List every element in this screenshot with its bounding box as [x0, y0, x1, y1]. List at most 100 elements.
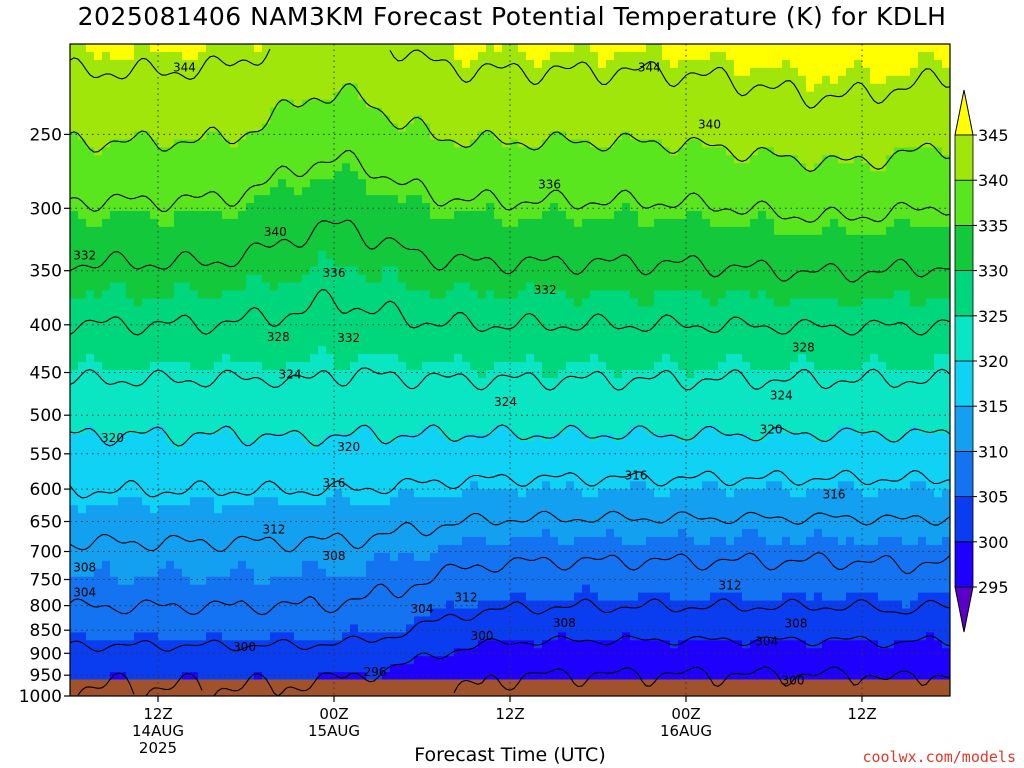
fill-cell	[198, 672, 255, 681]
fill-cell	[414, 115, 423, 125]
fill-cell	[158, 632, 207, 641]
fill-cell	[670, 147, 679, 156]
fill-cell	[606, 362, 655, 371]
contour-label-text: 324	[279, 367, 302, 381]
fill-cell	[110, 568, 159, 578]
fill-cell	[70, 354, 87, 363]
fill-cell	[454, 282, 471, 292]
fill-cell	[726, 290, 751, 300]
fill-cell	[934, 354, 950, 363]
fill-cell	[398, 195, 407, 204]
fill-cell	[582, 218, 639, 228]
contour-label: 324	[279, 367, 302, 381]
contour-label-text: 308	[323, 549, 346, 563]
fill-cell	[70, 672, 111, 681]
fill-cell	[478, 131, 495, 141]
fill-cell	[886, 155, 950, 164]
fill-cell	[134, 44, 151, 53]
fill-cell	[118, 576, 135, 586]
fill-cell	[526, 282, 535, 292]
fill-cell	[246, 274, 263, 284]
contour-line	[70, 552, 950, 616]
colorbar-label: 315	[978, 397, 1009, 416]
fill-cell	[598, 433, 615, 443]
y-tick-label: 350	[30, 262, 62, 282]
contour-line	[70, 510, 950, 553]
fill-cell	[774, 298, 791, 307]
y-tick-label: 1000	[19, 687, 62, 707]
fill-cell	[830, 218, 839, 228]
fill-cell	[222, 425, 231, 435]
contour-label-text: 332	[534, 283, 557, 297]
fill-cell	[166, 425, 223, 435]
fill-cell	[806, 354, 871, 363]
fill-cell	[406, 123, 431, 133]
fill-cell	[550, 481, 567, 490]
contour-label-text: 316	[823, 487, 846, 501]
fill-cell	[838, 298, 863, 307]
fill-cell	[566, 290, 591, 300]
fill-cell	[446, 433, 463, 443]
fill-cell	[318, 258, 335, 268]
fill-cell	[294, 99, 303, 109]
fill-cell	[670, 59, 679, 69]
contour-label-text: 344	[173, 61, 196, 75]
fill-cell	[198, 51, 455, 61]
x-tick-label: 12Z	[143, 705, 172, 723]
fill-cell	[486, 536, 511, 546]
fill-cell	[846, 67, 871, 77]
contour-label: 332	[337, 331, 360, 345]
fill-cell	[398, 123, 407, 133]
x-tick-label: 12Z	[495, 705, 524, 723]
fill-cell	[270, 115, 391, 125]
fill-cell	[886, 226, 950, 236]
fill-cell	[574, 218, 583, 228]
fill-cell	[718, 425, 775, 435]
fill-cell	[470, 139, 503, 148]
fill-cell	[318, 346, 327, 355]
fill-cell	[822, 75, 831, 85]
fill-cell	[78, 131, 135, 141]
fill-cell	[70, 314, 950, 323]
contour-label: 344	[638, 61, 661, 75]
colorbar-box	[954, 315, 974, 362]
fill-cell	[150, 44, 207, 53]
fill-cell	[582, 425, 631, 435]
fill-cell	[822, 155, 839, 164]
fill-cell	[806, 163, 815, 172]
contour-label: 324	[770, 388, 793, 402]
fill-cell	[822, 592, 847, 602]
fill-cell	[518, 44, 575, 53]
fill-cell	[110, 282, 127, 292]
contour-label: 312	[719, 578, 742, 592]
fill-cell	[270, 107, 383, 117]
fill-cell	[70, 560, 103, 570]
fill-cell	[742, 354, 799, 363]
fill-cell	[398, 354, 455, 363]
fill-cell	[494, 290, 519, 300]
fill-cell	[70, 115, 271, 125]
fill-cell	[70, 489, 335, 498]
fill-cell	[190, 282, 247, 292]
fill-cell	[214, 505, 223, 514]
contour-label: 312	[262, 523, 285, 537]
fill-cell	[70, 377, 950, 387]
fill-cell	[214, 362, 263, 371]
fill-cell	[462, 433, 519, 443]
fill-cell	[102, 218, 159, 228]
fill-cell	[742, 640, 751, 649]
fill-cell	[470, 362, 495, 371]
fill-cell	[318, 441, 950, 451]
fill-cell	[846, 226, 887, 236]
x-tick-label: 14AUG	[132, 722, 184, 740]
fill-cell	[550, 131, 567, 141]
fill-cell	[302, 274, 367, 284]
fill-cell	[70, 576, 119, 586]
fill-cell	[70, 346, 319, 355]
fill-cell	[70, 529, 543, 538]
fill-cell	[358, 624, 407, 633]
fill-cell	[918, 592, 950, 602]
fill-cell	[78, 210, 111, 220]
contour-label: 304	[411, 602, 434, 616]
